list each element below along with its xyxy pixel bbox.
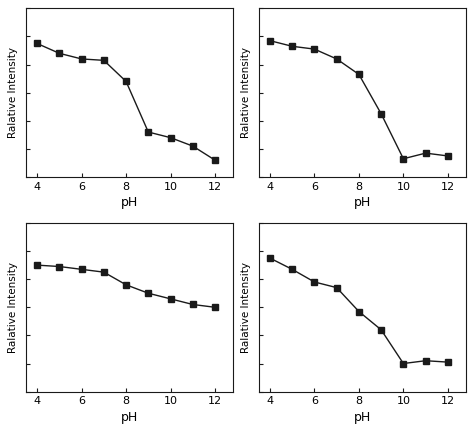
Y-axis label: Ralative Intensity: Ralative Intensity (9, 262, 18, 353)
X-axis label: pH: pH (354, 411, 371, 424)
X-axis label: pH: pH (121, 196, 138, 209)
X-axis label: pH: pH (354, 196, 371, 209)
Y-axis label: Ralative Intensity: Ralative Intensity (241, 47, 251, 138)
Y-axis label: Ralative Intensity: Ralative Intensity (241, 262, 251, 353)
Y-axis label: Ralative Intensity: Ralative Intensity (9, 47, 18, 138)
X-axis label: pH: pH (121, 411, 138, 424)
